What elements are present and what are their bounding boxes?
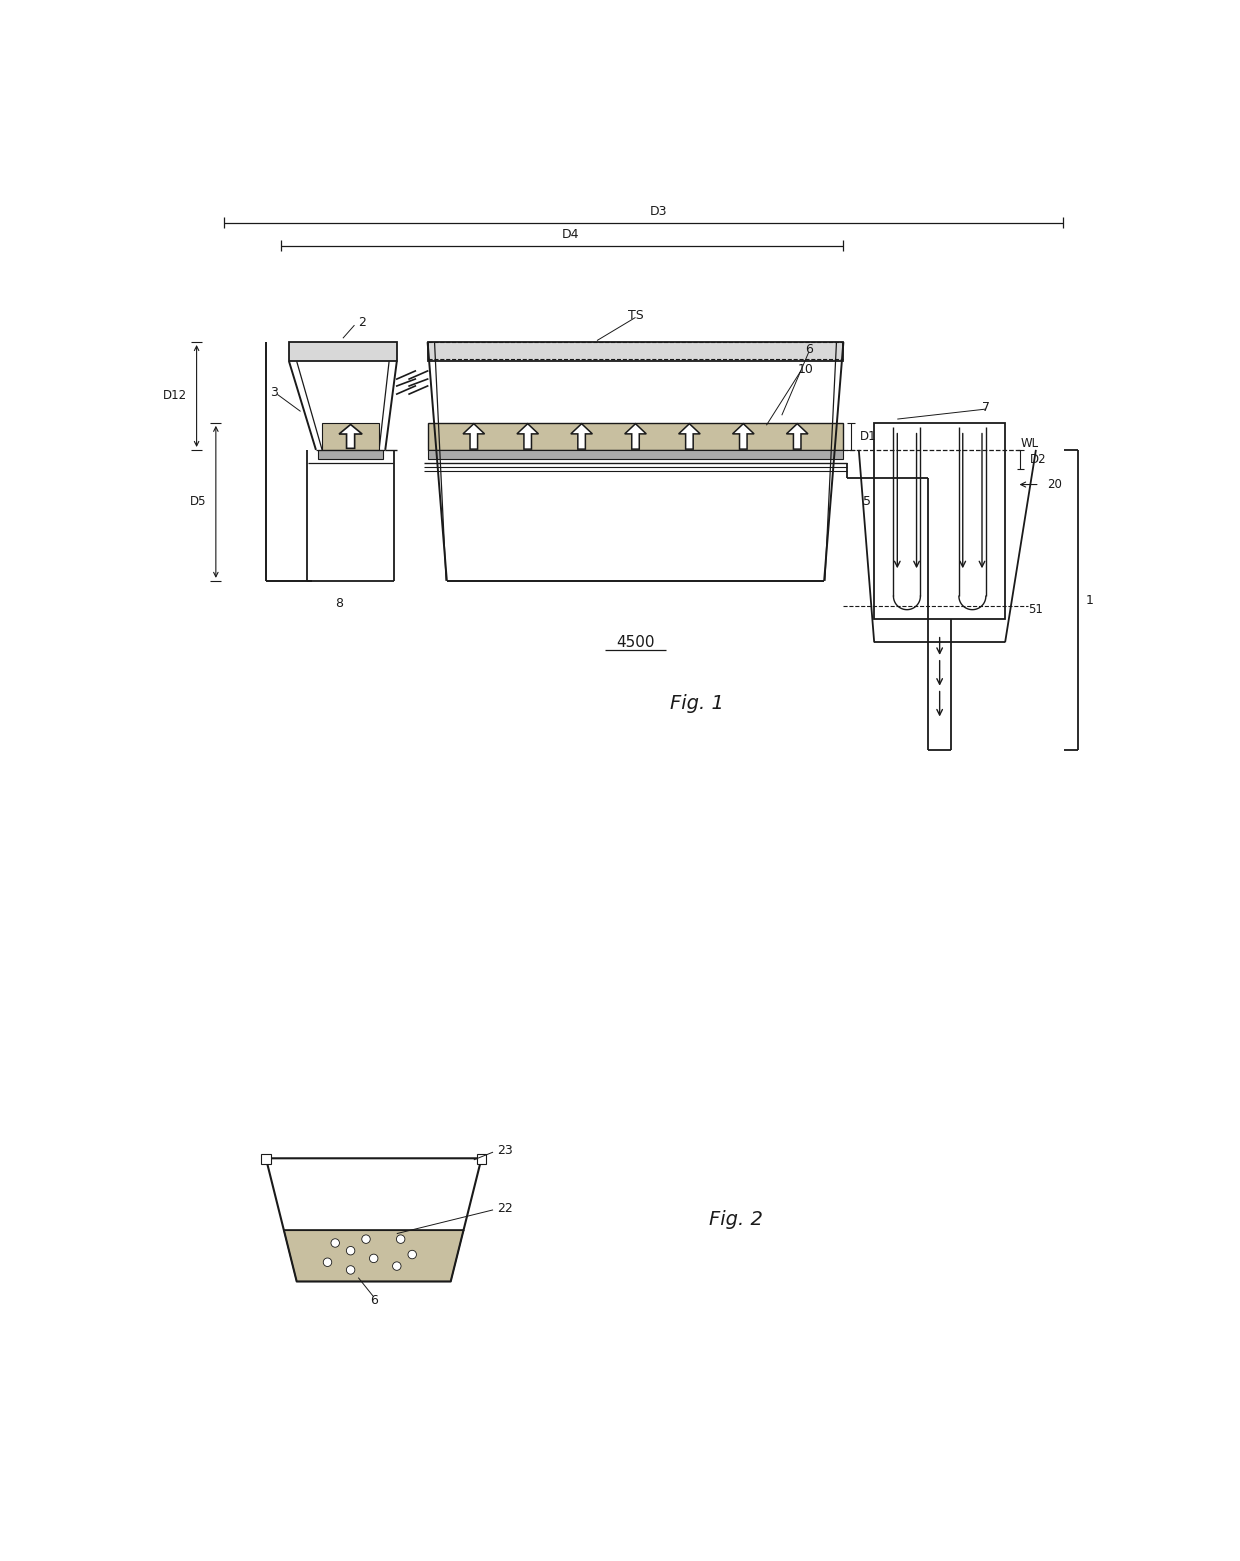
Circle shape <box>370 1253 378 1263</box>
Text: 6: 6 <box>370 1294 378 1307</box>
Text: 7: 7 <box>982 401 990 414</box>
Polygon shape <box>463 423 485 450</box>
Polygon shape <box>517 423 538 450</box>
Circle shape <box>397 1235 405 1244</box>
Text: D5: D5 <box>190 495 207 509</box>
Circle shape <box>346 1246 355 1255</box>
Text: 4500: 4500 <box>616 635 655 649</box>
Text: D4: D4 <box>562 228 579 242</box>
Polygon shape <box>786 423 808 450</box>
Polygon shape <box>319 450 383 459</box>
Text: 8: 8 <box>335 598 343 610</box>
Polygon shape <box>322 423 379 450</box>
Polygon shape <box>284 1230 464 1282</box>
Text: 2: 2 <box>358 317 366 329</box>
Text: 1: 1 <box>1086 593 1094 607</box>
Text: 3: 3 <box>269 386 278 398</box>
Text: D2: D2 <box>1029 453 1047 467</box>
Polygon shape <box>678 423 701 450</box>
Bar <box>874 423 1006 620</box>
Text: 23: 23 <box>497 1144 512 1157</box>
Text: D3: D3 <box>650 204 667 219</box>
Text: Fig. 2: Fig. 2 <box>709 1210 763 1230</box>
Polygon shape <box>733 423 754 450</box>
Text: Fig. 1: Fig. 1 <box>670 695 724 713</box>
Circle shape <box>331 1239 340 1247</box>
Text: 10: 10 <box>797 362 813 376</box>
Text: D1: D1 <box>861 429 877 443</box>
Circle shape <box>393 1261 401 1271</box>
Bar <box>477 1155 486 1163</box>
Bar <box>262 1155 270 1163</box>
Text: 20: 20 <box>1048 478 1063 492</box>
Text: 5: 5 <box>863 495 870 507</box>
Text: 22: 22 <box>497 1202 512 1214</box>
Text: D12: D12 <box>164 390 187 403</box>
Bar <box>428 423 843 450</box>
Text: 51: 51 <box>1028 603 1043 617</box>
Text: 6: 6 <box>805 343 812 356</box>
Circle shape <box>324 1258 332 1266</box>
Polygon shape <box>570 423 593 450</box>
Circle shape <box>408 1250 417 1258</box>
Bar <box>428 342 843 361</box>
Polygon shape <box>625 423 646 450</box>
Text: TS: TS <box>627 309 644 322</box>
Bar <box>428 450 843 459</box>
Polygon shape <box>339 425 362 448</box>
Bar <box>289 342 397 361</box>
Text: WL: WL <box>1021 437 1039 450</box>
Circle shape <box>346 1266 355 1274</box>
Circle shape <box>362 1235 371 1244</box>
